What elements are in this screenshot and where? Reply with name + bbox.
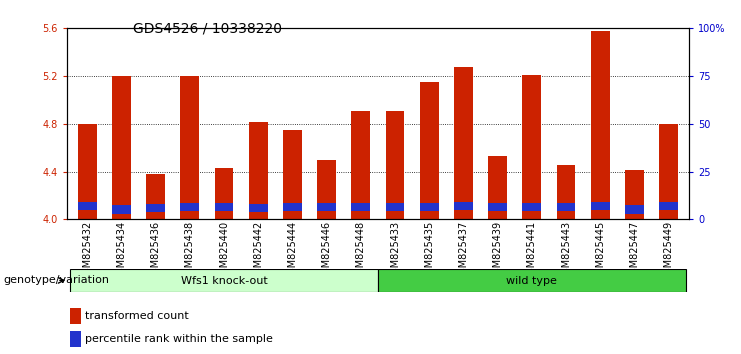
Bar bbox=[625, 171, 644, 219]
Bar bbox=[522, 203, 541, 211]
Text: Wfs1 knock-out: Wfs1 knock-out bbox=[181, 275, 268, 286]
Bar bbox=[488, 156, 507, 219]
Bar bbox=[385, 203, 405, 211]
Bar bbox=[420, 203, 439, 211]
Bar bbox=[317, 203, 336, 211]
Bar bbox=[112, 205, 131, 213]
Bar bbox=[556, 165, 576, 219]
Bar bbox=[146, 204, 165, 212]
Text: GDS4526 / 10338220: GDS4526 / 10338220 bbox=[133, 21, 282, 35]
Bar bbox=[351, 111, 370, 219]
Text: genotype/variation: genotype/variation bbox=[4, 275, 110, 285]
Bar bbox=[78, 124, 96, 219]
Bar bbox=[385, 111, 405, 219]
Bar bbox=[283, 203, 302, 211]
Bar bbox=[454, 67, 473, 219]
Bar bbox=[215, 168, 233, 219]
Bar bbox=[625, 205, 644, 213]
Bar bbox=[591, 201, 610, 210]
Bar bbox=[215, 203, 233, 211]
Bar bbox=[556, 203, 576, 211]
Bar bbox=[283, 130, 302, 219]
Bar bbox=[522, 75, 541, 219]
Bar bbox=[317, 160, 336, 219]
Bar bbox=[659, 124, 678, 219]
Bar bbox=[591, 31, 610, 219]
Bar bbox=[112, 76, 131, 219]
Bar bbox=[180, 76, 199, 219]
FancyBboxPatch shape bbox=[70, 269, 378, 292]
Bar bbox=[249, 121, 268, 219]
Bar bbox=[420, 82, 439, 219]
Bar bbox=[78, 201, 96, 210]
Bar bbox=[180, 203, 199, 211]
Bar bbox=[70, 308, 81, 324]
Text: transformed count: transformed count bbox=[85, 311, 189, 321]
Bar bbox=[454, 201, 473, 210]
Bar bbox=[351, 203, 370, 211]
Bar bbox=[249, 204, 268, 212]
Text: wild type: wild type bbox=[506, 275, 557, 286]
Bar bbox=[70, 331, 81, 347]
FancyBboxPatch shape bbox=[378, 269, 685, 292]
Bar bbox=[146, 174, 165, 219]
Bar bbox=[488, 203, 507, 211]
Text: percentile rank within the sample: percentile rank within the sample bbox=[85, 334, 273, 344]
Bar bbox=[659, 201, 678, 210]
